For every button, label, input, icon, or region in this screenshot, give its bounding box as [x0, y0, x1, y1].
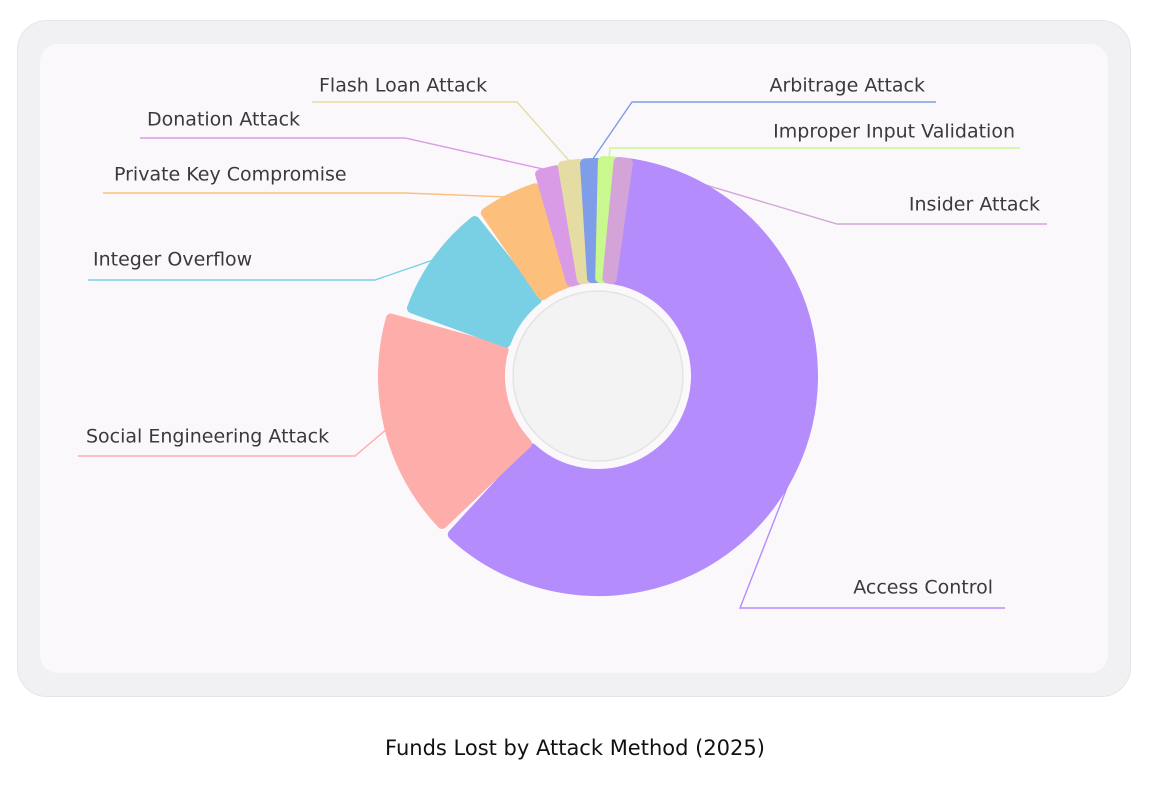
- label-access-control: Access Control: [853, 577, 993, 599]
- leader-line-arbitrage-attack: [590, 101, 936, 162]
- leader-line-flash-loan-attack: [312, 101, 572, 164]
- leader-line-private-key-compromise: [103, 192, 509, 198]
- slice-labels: Access Control Social Engineering Attack I…: [86, 75, 1040, 599]
- donut-hole: [512, 290, 684, 462]
- leader-line-integer-overflow: [88, 258, 436, 281]
- donut-slices: [378, 156, 818, 596]
- chart-caption: Funds Lost by Attack Method (2025): [385, 736, 765, 760]
- slice-integer-overflow[interactable]: [406, 216, 542, 348]
- label-private-key-compromise: Private Key Compromise: [114, 164, 347, 186]
- donut-chart: Access Control Social Engineering Attack I…: [78, 75, 1047, 609]
- leader-line-access-control: [738, 465, 1005, 609]
- label-flash-loan-attack: Flash Loan Attack: [319, 75, 487, 97]
- slice-private-key-compromise[interactable]: [480, 183, 572, 301]
- slice-social-engineering-attack[interactable]: [378, 313, 532, 529]
- leader-line-improper-input-validation: [608, 147, 1020, 160]
- leader-line-social-engineering-attack: [78, 427, 388, 457]
- label-arbitrage-attack: Arbitrage Attack: [770, 75, 926, 97]
- slice-insider-attack[interactable]: [602, 156, 633, 284]
- label-social-engineering-attack: Social Engineering Attack: [86, 426, 329, 448]
- leader-lines: [78, 101, 1047, 609]
- slice-access-control[interactable]: [447, 157, 818, 596]
- label-integer-overflow: Integer Overflow: [93, 249, 252, 271]
- label-improper-input-validation: Improper Input Validation: [773, 121, 1015, 143]
- label-insider-attack: Insider Attack: [909, 194, 1040, 216]
- leader-line-donation-attack: [140, 137, 548, 171]
- label-donation-attack: Donation Attack: [147, 109, 300, 131]
